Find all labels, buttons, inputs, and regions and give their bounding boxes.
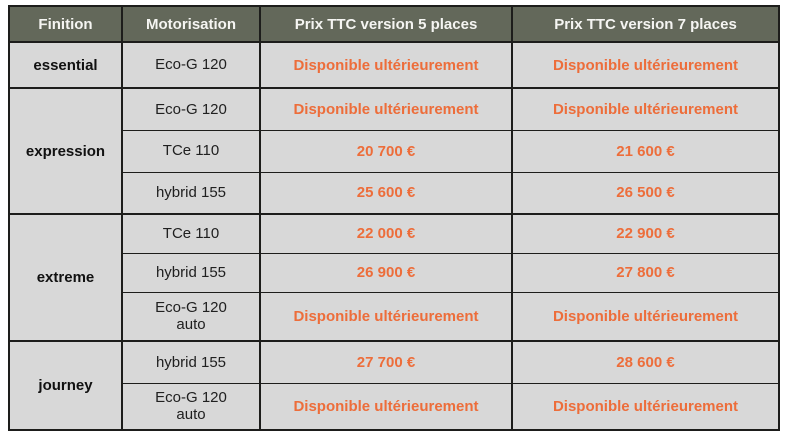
motorisation-cell: Eco-G 120 — [121, 41, 261, 89]
motorisation-cell: Eco-G 120 auto — [121, 382, 261, 431]
motorisation-cell: Eco-G 120 — [121, 87, 261, 131]
column-header-finition: Finition — [8, 5, 123, 43]
motorisation-label: Eco-G 120 auto — [155, 389, 227, 424]
price-5-places-cell: Disponible ultérieurement — [259, 87, 513, 131]
motorisation-label: hybrid 155 — [155, 184, 227, 202]
column-header-prix-7-places: Prix TTC version 7 places — [511, 5, 780, 43]
price-7-places-cell: Disponible ultérieurement — [511, 291, 780, 342]
table-row: hybrid 155 26 900 € 27 800 € — [9, 252, 780, 293]
motorisation-cell: TCe 110 — [121, 129, 261, 173]
motorisation-cell: Eco-G 120 auto — [121, 291, 261, 342]
price-7-places-cell: 21 600 € — [511, 129, 780, 173]
price-5-places-cell: Disponible ultérieurement — [259, 382, 513, 431]
price-5-places-cell: 25 600 € — [259, 171, 513, 215]
finition-cell: extreme — [8, 213, 123, 342]
pricing-table: Finition Motorisation Prix TTC version 5… — [8, 5, 780, 431]
motorisation-label: hybrid 155 — [155, 263, 227, 281]
motorisation-label: Eco-G 120 — [155, 56, 227, 74]
table-row: Eco-G 120 auto Disponible ultérieurement… — [9, 291, 780, 342]
price-7-places-cell: 22 900 € — [511, 213, 780, 254]
price-5-places-cell: Disponible ultérieurement — [259, 291, 513, 342]
finition-cell: essential — [8, 41, 123, 89]
price-5-places-cell: 20 700 € — [259, 129, 513, 173]
price-7-places-cell: 27 800 € — [511, 252, 780, 293]
price-7-places-cell: Disponible ultérieurement — [511, 41, 780, 89]
price-5-places-cell: 22 000 € — [259, 213, 513, 254]
table-row: expression Eco-G 120 Disponible ultérieu… — [8, 87, 780, 215]
table-row: journey hybrid 155 27 700 € 28 600 € — [8, 340, 780, 431]
column-header-motorisation: Motorisation — [121, 5, 261, 43]
motorisation-label: TCe 110 — [162, 225, 220, 243]
motorisation-cell: hybrid 155 — [121, 252, 261, 293]
table-row: extreme TCe 110 22 000 € 22 900 € — [8, 213, 780, 342]
price-7-places-cell: 26 500 € — [511, 171, 780, 215]
price-7-places-cell: 28 600 € — [511, 340, 780, 384]
table-row: Eco-G 120 auto Disponible ultérieurement… — [9, 382, 780, 431]
motorisation-cell: hybrid 155 — [121, 340, 261, 384]
column-header-prix-5-places: Prix TTC version 5 places — [259, 5, 513, 43]
price-7-places-cell: Disponible ultérieurement — [511, 87, 780, 131]
price-5-places-cell: 26 900 € — [259, 252, 513, 293]
motorisation-label: Eco-G 120 auto — [155, 299, 227, 334]
header-row: Finition Motorisation Prix TTC version 5… — [8, 5, 780, 43]
motorisation-label: hybrid 155 — [155, 353, 227, 371]
motorisation-label: Eco-G 120 — [155, 100, 227, 118]
price-5-places-cell: Disponible ultérieurement — [259, 41, 513, 89]
finition-cell: journey — [8, 340, 123, 431]
motorisation-cell: hybrid 155 — [121, 171, 261, 215]
motorisation-label: TCe 110 — [162, 142, 220, 160]
table-row: hybrid 155 25 600 € 26 500 € — [9, 171, 780, 215]
motorisation-cell: TCe 110 — [121, 213, 261, 254]
finition-cell: expression — [8, 87, 123, 215]
table-row: TCe 110 20 700 € 21 600 € — [9, 129, 780, 173]
price-5-places-cell: 27 700 € — [259, 340, 513, 384]
table-row: essential Eco-G 120 Disponible ultérieur… — [8, 41, 780, 89]
price-7-places-cell: Disponible ultérieurement — [511, 382, 780, 431]
